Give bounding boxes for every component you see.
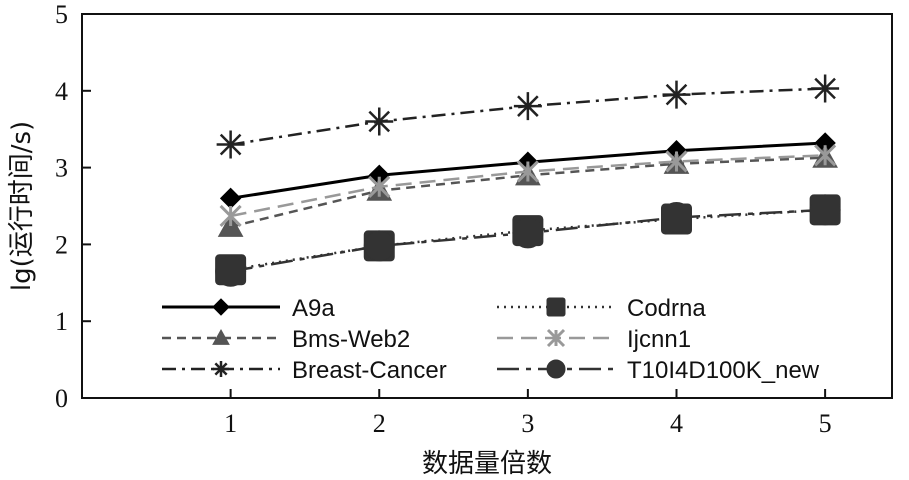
- legend-label: T10I4D100K_new: [627, 357, 820, 384]
- legend-item: T10I4D100K_new: [497, 357, 820, 384]
- legend-marker: [546, 328, 566, 348]
- data-point: [513, 92, 542, 121]
- data-point: [516, 160, 539, 183]
- x-tick-label: 1: [224, 409, 237, 438]
- legend-item: Codrna: [497, 295, 706, 322]
- data-point: [368, 175, 391, 198]
- legend: A9a Codrna Bms-Web2 Ijcnn1 Breast-Cancer T10I…: [162, 295, 820, 384]
- data-point: [365, 107, 394, 136]
- legend-label: Codrna: [627, 295, 706, 322]
- x-axis-title: 数据量倍数: [422, 449, 552, 479]
- legend-label: Breast-Cancer: [292, 357, 447, 384]
- y-tick-label: 1: [55, 307, 68, 336]
- legend-item: Bms-Web2: [162, 326, 410, 353]
- y-tick-label: 2: [55, 230, 68, 259]
- data-point: [809, 194, 841, 226]
- legend-marker: [213, 361, 229, 377]
- x-tick-label: 5: [819, 409, 832, 438]
- legend-marker: [212, 298, 230, 316]
- legend-marker: [212, 328, 230, 345]
- data-point: [814, 144, 837, 167]
- x-tick-label: 4: [670, 409, 683, 438]
- data-point: [219, 187, 242, 210]
- legend-item: Breast-Cancer: [162, 357, 447, 384]
- data-point: [216, 130, 245, 159]
- y-axis: 0 1 2 3 4 5: [55, 0, 91, 413]
- y-tick-label: 3: [55, 154, 68, 183]
- legend-item: A9a: [162, 295, 335, 322]
- series-layer: [215, 74, 841, 287]
- data-point: [811, 74, 840, 103]
- series-5: [215, 194, 841, 287]
- data-point: [363, 230, 395, 262]
- series-4: [216, 74, 840, 159]
- data-point: [660, 202, 692, 234]
- x-tick-label: 3: [521, 409, 534, 438]
- data-point: [215, 255, 247, 287]
- data-point: [219, 204, 242, 228]
- y-tick-label: 0: [55, 384, 68, 413]
- legend-item: Ijcnn1: [497, 326, 691, 353]
- x-axis: 1 2 3 4 5: [224, 389, 832, 438]
- data-point: [662, 80, 691, 109]
- series-3: [219, 144, 837, 228]
- y-axis-title: lg(运行时间/s): [7, 121, 37, 291]
- y-tick-label: 5: [55, 0, 68, 29]
- x-tick-label: 2: [373, 409, 386, 438]
- y-tick-label: 4: [55, 77, 68, 106]
- legend-marker: [546, 297, 566, 317]
- legend-marker: [546, 359, 566, 379]
- legend-label: Ijcnn1: [627, 326, 691, 353]
- legend-label: Bms-Web2: [292, 326, 410, 353]
- data-point: [665, 150, 688, 173]
- plot-frame: [81, 13, 893, 399]
- legend-label: A9a: [292, 295, 335, 322]
- data-point: [512, 217, 544, 249]
